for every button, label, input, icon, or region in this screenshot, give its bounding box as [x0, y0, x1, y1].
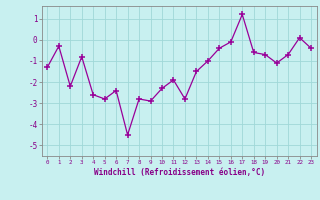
X-axis label: Windchill (Refroidissement éolien,°C): Windchill (Refroidissement éolien,°C) [94, 168, 265, 177]
